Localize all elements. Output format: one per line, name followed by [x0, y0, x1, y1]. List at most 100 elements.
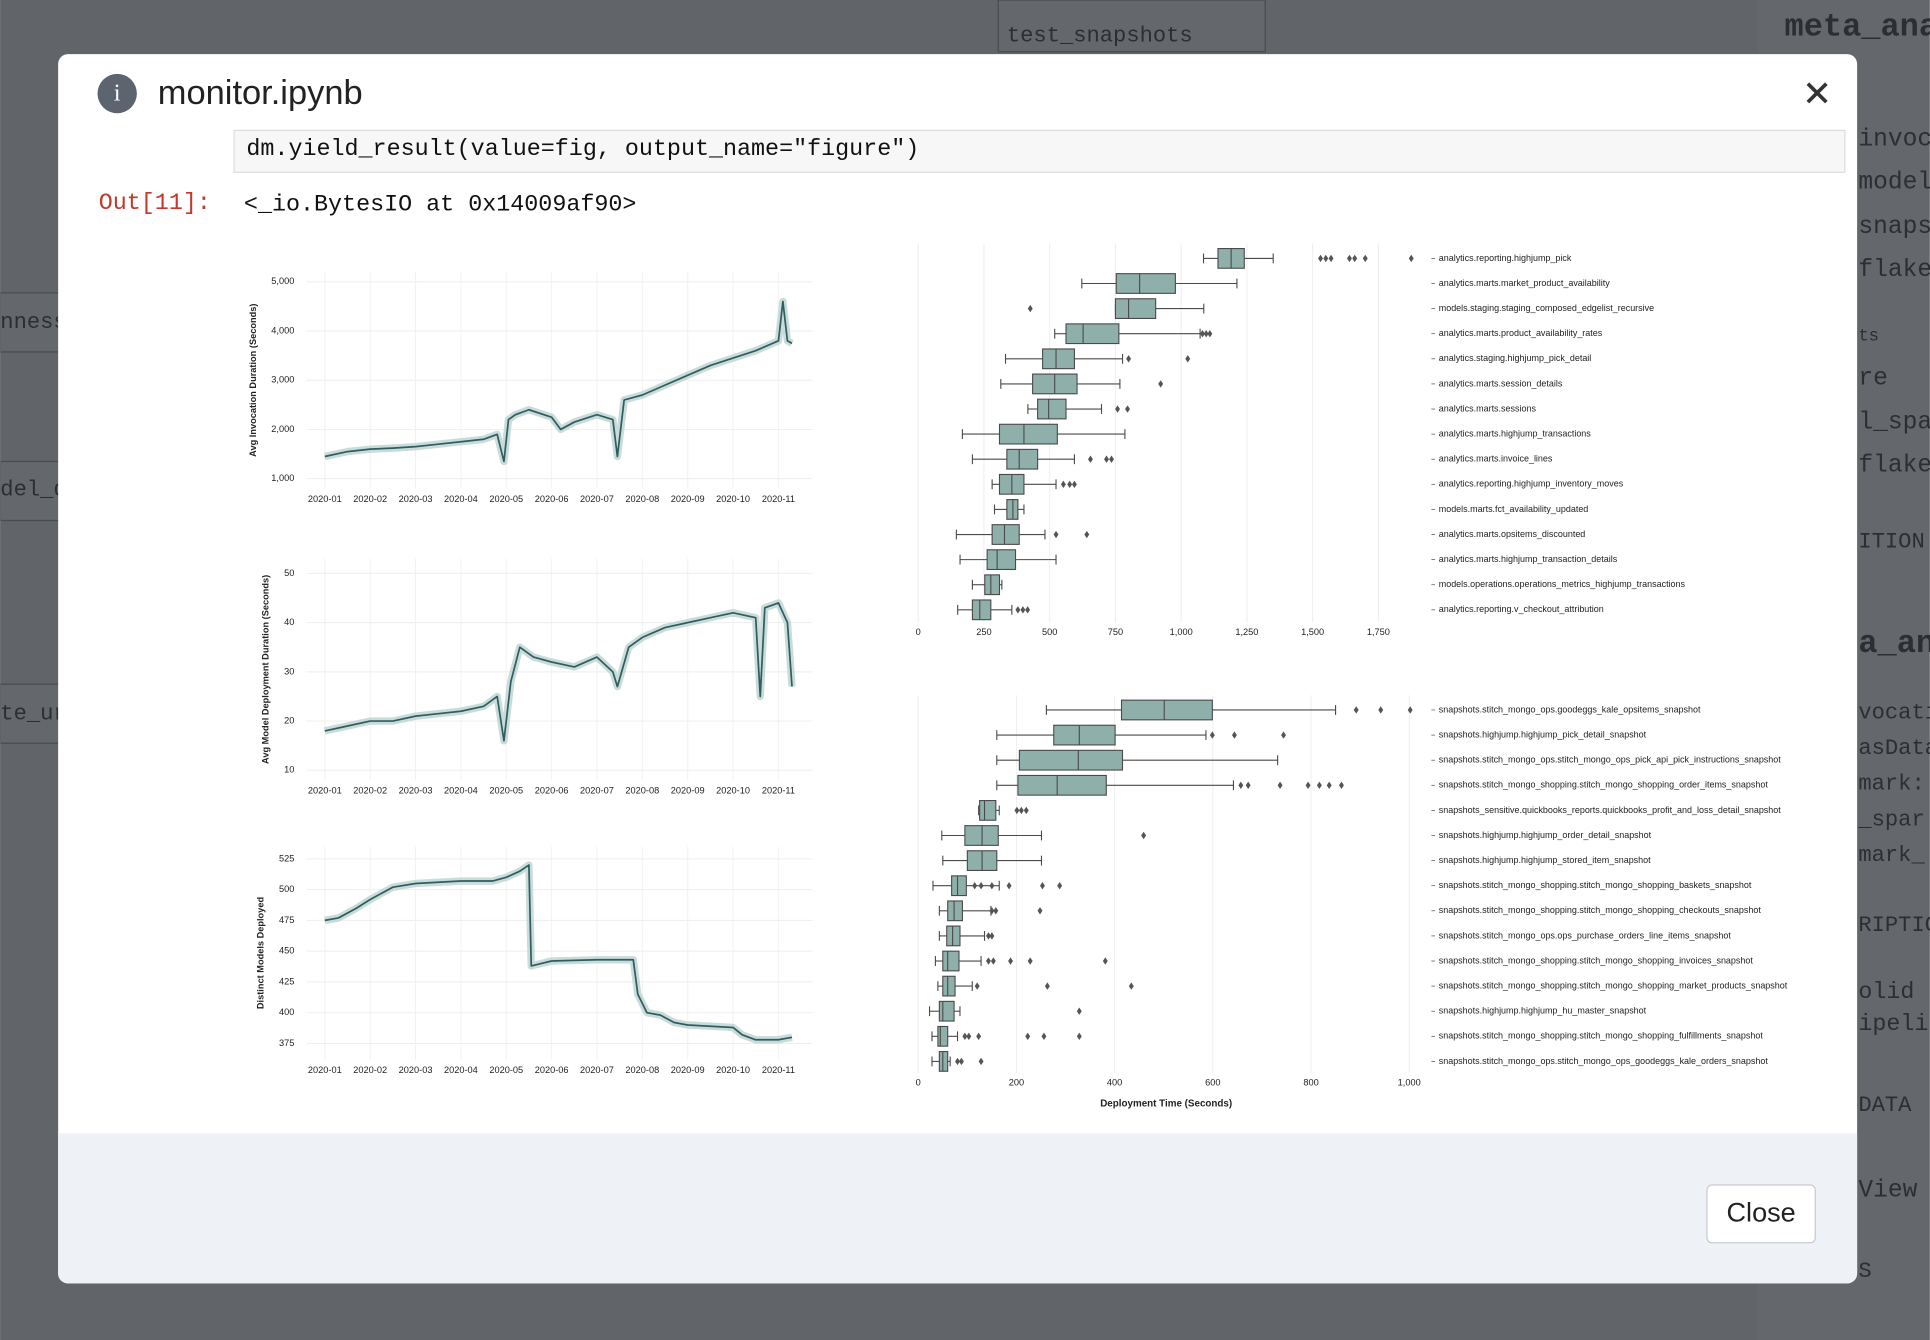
outlier	[1067, 480, 1073, 489]
box	[947, 900, 963, 922]
x-tick-label: 2020-03	[399, 494, 433, 504]
outlier	[962, 1032, 968, 1041]
close-button-label[interactable]: Close	[1727, 1197, 1796, 1228]
y-tick-label: 1,000	[271, 473, 294, 483]
x-tick-label: 2020-03	[399, 1065, 433, 1075]
x-tick-label: 1,000	[1398, 1077, 1421, 1087]
category-label: snapshots.stitch_mongo_ops.stitch_mongo_…	[1439, 1056, 1769, 1066]
box	[986, 549, 1017, 571]
y-tick-label: 450	[279, 946, 294, 956]
box	[1006, 448, 1039, 470]
category-label: snapshots_sensitive.quickbooks_reports.q…	[1439, 805, 1782, 815]
y-tick-label: 475	[279, 915, 294, 925]
box	[1115, 273, 1176, 294]
y-tick-label: 375	[279, 1038, 294, 1048]
y-axis-label: Avg Invocation Duration (Seconds)	[248, 304, 258, 457]
box	[1018, 749, 1124, 771]
x-tick-label: 2020-02	[353, 494, 387, 504]
y-tick-label: 5,000	[271, 276, 294, 286]
info-icon-glyph: i	[114, 79, 121, 106]
y-tick-label: 20	[284, 716, 294, 726]
x-tick-label: 2020-06	[535, 1065, 569, 1075]
category-label: snapshots.stitch_mongo_ops.ops_purchase_…	[1439, 930, 1732, 940]
outlier	[1126, 355, 1132, 363]
close-icon-stroke[interactable]	[1806, 82, 1828, 104]
x-tick-label: 1,500	[1301, 627, 1324, 637]
x-tick-label: 2020-06	[535, 494, 569, 504]
x-tick-label: 2020-08	[625, 786, 659, 796]
line	[324, 300, 793, 463]
outlier	[1277, 781, 1283, 789]
box	[1120, 699, 1213, 721]
box	[937, 1025, 949, 1047]
x-tick-label: 2020-11	[762, 1065, 795, 1075]
box	[1065, 323, 1120, 345]
line	[324, 602, 793, 742]
category-label: analytics.marts.invoice_lines	[1439, 454, 1553, 464]
category-label: analytics.marts.sessions	[1439, 403, 1537, 413]
x-tick-label: 0	[916, 627, 921, 637]
y-tick-label: 40	[284, 617, 294, 627]
x-tick-label: 2020-09	[671, 494, 705, 504]
y-tick-label: 400	[279, 1007, 294, 1017]
box	[971, 599, 992, 621]
x-tick-label: 2020-07	[580, 494, 614, 504]
x-tick-label: 2020-11	[762, 786, 795, 796]
category-label: analytics.marts.product_availability_rat…	[1439, 328, 1603, 338]
x-tick-label: 1,000	[1170, 627, 1193, 637]
line	[324, 864, 793, 1041]
box	[1053, 724, 1116, 746]
x-tick-label: 250	[976, 627, 991, 637]
outlier	[1353, 706, 1359, 714]
y-tick-label: 525	[279, 853, 294, 863]
x-tick-label: 2020-09	[671, 1065, 705, 1075]
x-tick-label: 2020-01	[308, 1065, 342, 1075]
category-label: analytics.marts.opsitems_discounted	[1439, 529, 1586, 539]
outlier	[1231, 731, 1237, 739]
outlier	[1326, 781, 1332, 789]
y-tick-label: 30	[284, 666, 294, 676]
box	[1042, 348, 1075, 370]
out-prompt: Out[11]:	[99, 191, 211, 217]
outlier	[1020, 606, 1026, 614]
x-tick-label: 2020-10	[716, 786, 750, 796]
outlier	[985, 957, 991, 965]
category-label: snapshots.highjump.highjump_pick_detail_…	[1439, 729, 1647, 739]
x-tick-label: 600	[1205, 1077, 1220, 1087]
close-button[interactable]	[1706, 1184, 1816, 1244]
x-tick-label: 2020-08	[625, 1065, 659, 1075]
x-tick-label: 2020-04	[444, 494, 478, 504]
outlier	[1044, 982, 1050, 990]
figure: 1,000 2,000 3,000 4,000 5,000 2020-01 2020-02 2…	[248, 243, 1788, 1109]
category-label: analytics.reporting.highjump_pick	[1439, 253, 1572, 263]
x-tick-label: 2020-07	[580, 1065, 614, 1075]
x-axis-label: Deployment Time (Seconds)	[1100, 1098, 1232, 1109]
box	[991, 524, 1020, 545]
y-tick-label: 2,000	[271, 424, 294, 434]
outlier	[1060, 480, 1066, 489]
outlier	[974, 982, 980, 990]
outlier	[1025, 606, 1031, 614]
x-tick-label: 200	[1009, 1077, 1024, 1087]
box	[942, 950, 960, 972]
outlier	[1281, 731, 1286, 739]
x-tick-label: 2020-08	[625, 494, 659, 504]
box	[979, 800, 997, 821]
outlier	[1102, 957, 1108, 965]
category-label: models.operations.operations_metrics_hig…	[1439, 579, 1686, 589]
outlier	[1407, 706, 1413, 714]
x-tick-label: 2020-05	[489, 494, 523, 504]
category-label: snapshots.stitch_mongo_shopping.stitch_m…	[1439, 980, 1788, 990]
x-tick-label: 800	[1303, 1077, 1318, 1087]
category-label: snapshots.highjump.highjump_stored_item_…	[1439, 855, 1651, 865]
outlier	[989, 907, 995, 915]
box	[998, 423, 1058, 445]
category-label: snapshots.stitch_mongo_shopping.stitch_m…	[1439, 1031, 1764, 1041]
x-tick-label: 500	[1042, 627, 1057, 637]
close-icon[interactable]	[1806, 82, 1828, 104]
x-tick-label: 750	[1108, 627, 1123, 637]
x-tick-label: 2020-03	[399, 786, 433, 796]
box	[984, 574, 1001, 596]
box	[1114, 298, 1157, 320]
